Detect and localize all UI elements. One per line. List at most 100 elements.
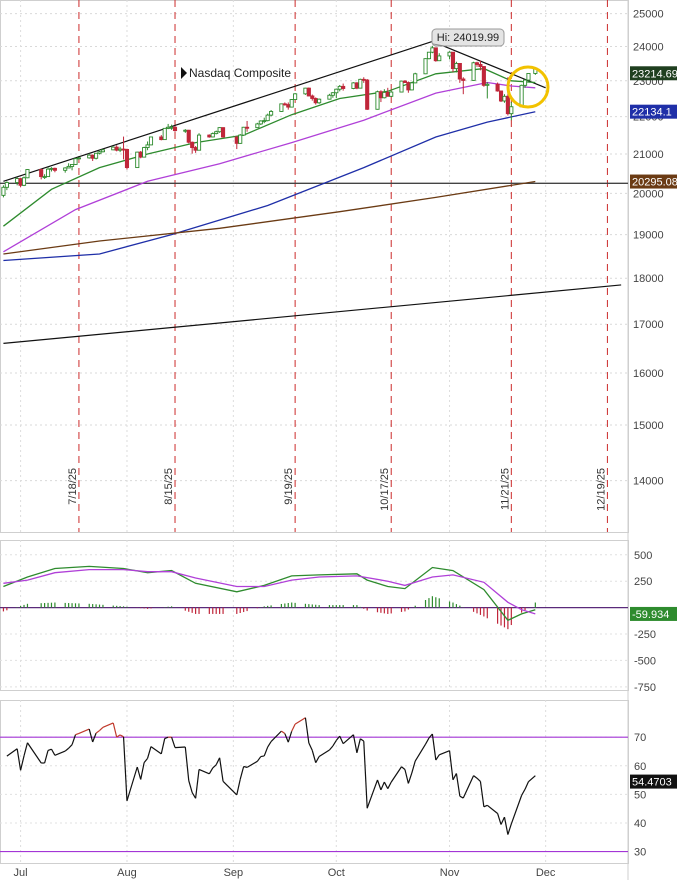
- rsi-line-segment: [459, 795, 464, 799]
- rsi-line-segment: [363, 741, 368, 809]
- rsi-line-segment: [455, 773, 461, 797]
- rsi-line-segment: [528, 775, 536, 783]
- macd-tick-label: -750: [634, 682, 656, 694]
- rsi-line-segment: [64, 747, 70, 752]
- candle-body: [1, 186, 6, 196]
- rsi-line-segment: [50, 748, 56, 756]
- candle-body: [306, 87, 311, 97]
- rsi-line-segment: [462, 775, 475, 799]
- candle-body: [42, 176, 47, 179]
- candle-body: [159, 136, 164, 141]
- rsi-line-segment: [126, 766, 138, 802]
- candle-body: [310, 95, 315, 99]
- rsi-line-segment: [99, 726, 104, 731]
- rsi-line-segment: [431, 733, 437, 761]
- rsi-line-segment: [414, 743, 427, 762]
- price-tick-label: 16000: [633, 368, 664, 380]
- rsi-line-segment: [267, 741, 272, 748]
- candle-body: [334, 88, 339, 94]
- rsi-line-segment: [184, 746, 190, 781]
- candle-body: [121, 148, 126, 151]
- date-marker-label: 8/15/25: [163, 468, 175, 505]
- rsi-line-segment: [510, 795, 523, 825]
- rsi-line-segment: [23, 742, 29, 757]
- candle-body: [519, 84, 524, 108]
- candle-body: [286, 104, 291, 108]
- rsi-line-segment: [366, 779, 379, 809]
- rsi-value-label: 54.4703: [632, 777, 672, 789]
- price-tick-label: 25000: [633, 9, 664, 21]
- candle-body: [474, 62, 480, 65]
- rsi-line-segment: [356, 738, 361, 753]
- candle-body: [461, 78, 466, 81]
- candle-body: [389, 91, 394, 97]
- candle-body: [478, 64, 483, 67]
- rsi-line-segment: [47, 748, 52, 751]
- rsi-line-segment: [404, 769, 409, 784]
- candle-body: [279, 103, 284, 112]
- high-annotation-label: Hi: 24019.99: [437, 32, 499, 44]
- candle-body: [94, 152, 99, 159]
- rsi-tick-label: 30: [634, 847, 646, 859]
- date-marker-label: 9/19/25: [283, 468, 295, 505]
- rsi-line-segment: [44, 750, 49, 764]
- candle-body: [426, 51, 432, 60]
- macd-tick-label: 500: [634, 550, 652, 562]
- candle-body: [457, 62, 462, 80]
- rsi-line-segment: [6, 748, 18, 757]
- rsi-line-segment: [236, 779, 241, 796]
- candle-body: [193, 147, 198, 151]
- candle-body: [365, 79, 370, 110]
- rsi-line-segment: [239, 766, 245, 780]
- candle-body: [481, 66, 486, 86]
- rsi-line-segment: [387, 781, 392, 789]
- rsi-line-segment: [332, 740, 337, 747]
- rsi-line-segment: [256, 756, 262, 762]
- candle-body: [330, 92, 335, 96]
- price-tag: [630, 174, 677, 189]
- rsi-line-segment: [318, 749, 330, 757]
- rsi-tick-label: 60: [634, 761, 646, 773]
- candle-body: [402, 80, 407, 83]
- rsi-line-segment: [78, 728, 90, 735]
- candle-body: [135, 151, 140, 169]
- title-arrow-icon: [181, 67, 187, 79]
- chart-title: Nasdaq Composite: [189, 66, 291, 80]
- price-tick-label: 14000: [633, 476, 664, 488]
- date-marker-label: 7/18/25: [67, 468, 79, 505]
- candle-body: [399, 80, 404, 93]
- candle-body: [183, 129, 188, 132]
- candle-body: [447, 51, 452, 57]
- rsi-line-segment: [359, 738, 365, 742]
- rsi-line-segment: [411, 760, 416, 774]
- panel-frame: [0, 540, 629, 691]
- rsi-line-segment: [407, 772, 413, 784]
- price-tick-label: 17000: [633, 319, 664, 331]
- candle-body: [265, 114, 270, 122]
- candle-body: [289, 99, 294, 108]
- month-label: Oct: [328, 867, 345, 879]
- candle-body: [100, 149, 106, 153]
- candle-body: [358, 78, 363, 89]
- rsi-line-segment: [452, 773, 457, 781]
- highlight-circle: [506, 65, 550, 109]
- macd-tick-label: -250: [634, 629, 656, 641]
- candle-body: [70, 164, 75, 167]
- panel-frame: [0, 700, 629, 864]
- candle-body: [15, 178, 20, 183]
- rsi-line-segment: [335, 735, 341, 741]
- rsi-line-segment: [68, 744, 73, 749]
- date-marker-label: 11/21/25: [499, 468, 511, 510]
- high-annotation-pointer: [432, 43, 445, 47]
- moving-average-line: [3, 180, 536, 255]
- rsi-line-segment: [95, 730, 100, 734]
- month-label: Aug: [117, 867, 137, 879]
- candle-body: [186, 129, 191, 143]
- candle-body: [207, 134, 212, 138]
- candle-body: [241, 126, 246, 136]
- candle-body: [282, 103, 287, 106]
- candle-body: [124, 148, 130, 169]
- rsi-line-segment: [473, 775, 478, 779]
- candle-body: [255, 123, 260, 129]
- rsi-line-segment: [171, 736, 176, 748]
